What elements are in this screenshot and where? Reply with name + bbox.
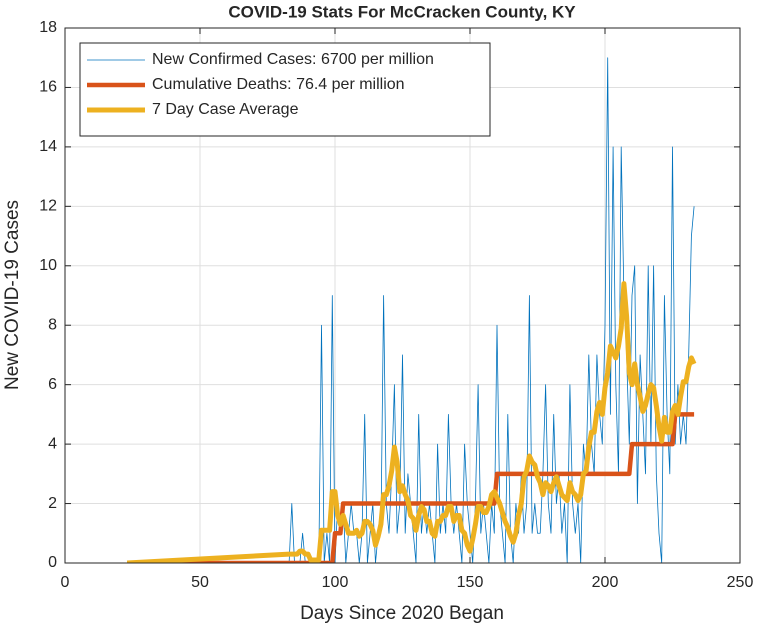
- legend-label: New Confirmed Cases: 6700 per million: [152, 51, 434, 68]
- series-line: [126, 281, 697, 563]
- x-axis-label: Days Since 2020 Began: [300, 603, 504, 624]
- x-tick-label: 250: [727, 574, 754, 591]
- x-tick-label: 150: [457, 574, 484, 591]
- y-tick-label: 0: [48, 554, 57, 571]
- y-tick-label: 12: [39, 198, 57, 215]
- x-tick-label: 200: [592, 574, 619, 591]
- y-tick-label: 16: [39, 79, 57, 96]
- x-tick-label: 0: [61, 574, 70, 591]
- chart-title: COVID-19 Stats For McCracken County, KY: [228, 2, 576, 21]
- y-tick-label: 6: [48, 376, 57, 393]
- x-tick-label: 50: [191, 574, 209, 591]
- y-tick-label: 14: [39, 138, 57, 155]
- legend-box: [79, 42, 491, 137]
- x-tick-label: 100: [322, 574, 349, 591]
- y-tick-label: 2: [48, 495, 57, 512]
- y-tick-label: 10: [39, 257, 57, 274]
- y-tick-label: 18: [39, 19, 57, 36]
- axes-box: [64, 27, 741, 564]
- legend-label: Cumulative Deaths: 76.4 per million: [152, 76, 405, 93]
- y-tick-label: 8: [48, 316, 57, 333]
- y-tick-label: 4: [48, 435, 57, 452]
- y-axis-label: New COVID-19 Cases: [2, 200, 23, 390]
- legend-label: 7 Day Case Average: [152, 101, 299, 118]
